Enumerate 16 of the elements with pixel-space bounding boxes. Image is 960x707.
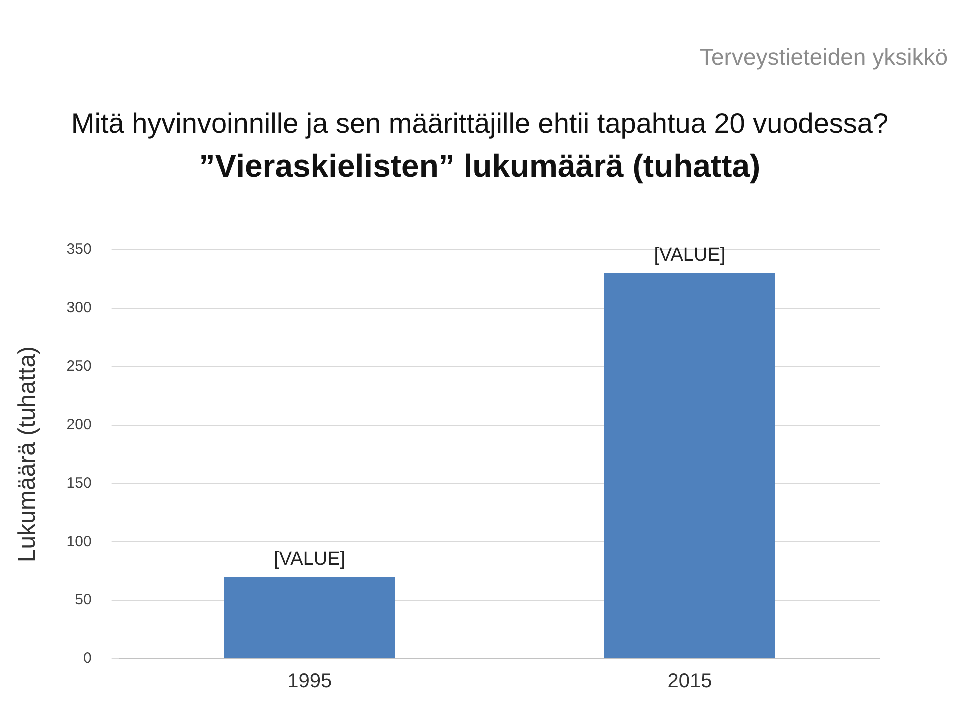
text: Terveystieteiden yksikkö — [700, 44, 948, 71]
data-label: [VALUE] — [274, 548, 346, 570]
x-tick-label: 2015 — [668, 670, 712, 693]
y-tick-label: 200 — [66, 416, 92, 434]
x-tick-label: 1995 — [288, 670, 332, 693]
y-tick-label: 0 — [83, 650, 92, 668]
y-tick-label: 50 — [75, 592, 92, 609]
y-tick-label: 150 — [66, 474, 92, 492]
y-axis-title: Lukumäärä (tuhatta) — [14, 346, 42, 563]
chart-title: Mitä hyvinvoinnille ja sen määrittäjille ehtii tapahtua 20 vuodessa? — [70, 108, 890, 140]
y-tick-label: 300 — [66, 300, 92, 317]
chart-subtitle: ”Vieraskielisten” lukumäärä (tuhatta) — [198, 148, 762, 185]
y-tick-label: 100 — [66, 533, 92, 550]
y-tick-label: 350 — [66, 241, 92, 258]
data-label: [VALUE] — [654, 245, 726, 266]
y-tick-label: 250 — [66, 358, 92, 375]
